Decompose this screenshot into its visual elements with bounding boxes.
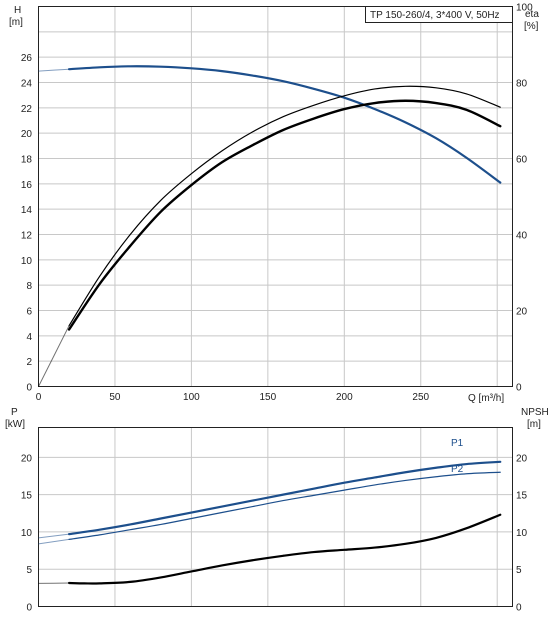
- top-left-tick-label: 2: [26, 357, 32, 368]
- top-left-tick-label: 8: [26, 281, 32, 292]
- top-left-tick-label: 16: [21, 180, 33, 191]
- bottom-series-p1-extrapolated: [38, 533, 70, 539]
- top-left-tick-label: 26: [21, 53, 33, 64]
- top-right-tick-label: 0: [516, 383, 522, 394]
- x-tick-label: 50: [109, 392, 121, 403]
- top-left-tick-label: 0: [26, 383, 32, 394]
- x-axis-label: Q [m³/h]: [468, 393, 504, 404]
- bottom-series-p1-line: [67, 460, 502, 536]
- bottom-series-2-line: [67, 513, 502, 585]
- top-right-tick-label: 80: [516, 79, 528, 90]
- bottom-left-axis-name: P: [11, 407, 18, 418]
- bottom-right-tick-label: 0: [516, 603, 522, 614]
- x-tick-label: 100: [183, 392, 200, 403]
- top-series-2-line: [67, 99, 502, 331]
- top-left-axis-unit: [m]: [9, 17, 23, 28]
- bottom-right-tick-label: 5: [516, 565, 522, 576]
- bottom-left-tick-label: 15: [21, 491, 33, 502]
- top-series-1-extrapolated: [38, 325, 70, 387]
- top-right-tick-label: 100: [516, 3, 533, 14]
- top-plot-grid: [38, 6, 513, 387]
- x-tick-label: 150: [260, 392, 277, 403]
- bottom-left-tick-label: 10: [21, 528, 33, 539]
- x-tick-label: 200: [336, 392, 353, 403]
- series-label-p2: P2: [451, 464, 464, 475]
- top-right-tick-label: 60: [516, 155, 528, 166]
- top-left-tick-label: 6: [26, 307, 32, 318]
- top-left-tick-label: 20: [21, 129, 33, 140]
- tick-labels-group: 0 50 100 150 200 2500246810121416182022242602…: [21, 3, 533, 614]
- top-left-tick-label: 12: [21, 231, 33, 242]
- top-left-tick-label: 24: [21, 79, 33, 90]
- x-tick-label: 250: [412, 392, 429, 403]
- top-left-tick-label: 10: [21, 256, 33, 267]
- bottom-left-tick-label: 20: [21, 453, 33, 464]
- bottom-right-tick-label: 20: [516, 453, 528, 464]
- title-box: [365, 6, 513, 23]
- x-tick-label: 0: [36, 392, 42, 403]
- bottom-left-tick-label: 0: [26, 603, 32, 614]
- bottom-left-axis-unit: [kW]: [5, 419, 25, 430]
- top-right-axis-name: eta: [525, 9, 539, 20]
- top-left-tick-label: 18: [21, 155, 33, 166]
- top-series-0-extrapolated: [38, 68, 70, 72]
- bottom-plot-grid: [38, 427, 513, 607]
- top-right-axis-unit: [%]: [524, 21, 539, 32]
- bottom-right-tick-label: 15: [516, 491, 528, 502]
- bottom-right-axis-unit: [m]: [527, 419, 541, 430]
- bottom-series-p2-line: [68, 471, 501, 540]
- top-right-tick-label: 40: [516, 231, 528, 242]
- top-series-0-line: [67, 65, 502, 184]
- bottom-right-tick-label: 10: [516, 528, 528, 539]
- bottom-right-axis-name: NPSH: [521, 407, 549, 418]
- top-left-axis-name: H: [14, 5, 21, 16]
- bottom-series-p2-extrapolated: [38, 538, 70, 545]
- series-label-p1: P1: [451, 438, 464, 449]
- bottom-series-group: [38, 460, 502, 585]
- top-plot-frame: [38, 6, 513, 387]
- top-left-tick-label: 22: [21, 104, 33, 115]
- bottom-plot-frame: [38, 427, 513, 607]
- top-left-tick-label: 4: [26, 332, 32, 343]
- chart-title: TP 150-260/4, 3*400 V, 50Hz: [370, 10, 500, 21]
- bottom-left-tick-label: 5: [26, 565, 32, 576]
- top-left-tick-label: 14: [21, 205, 33, 216]
- top-series-group: [38, 65, 502, 387]
- top-right-tick-label: 20: [516, 307, 528, 318]
- top-series-1-line: [68, 85, 501, 327]
